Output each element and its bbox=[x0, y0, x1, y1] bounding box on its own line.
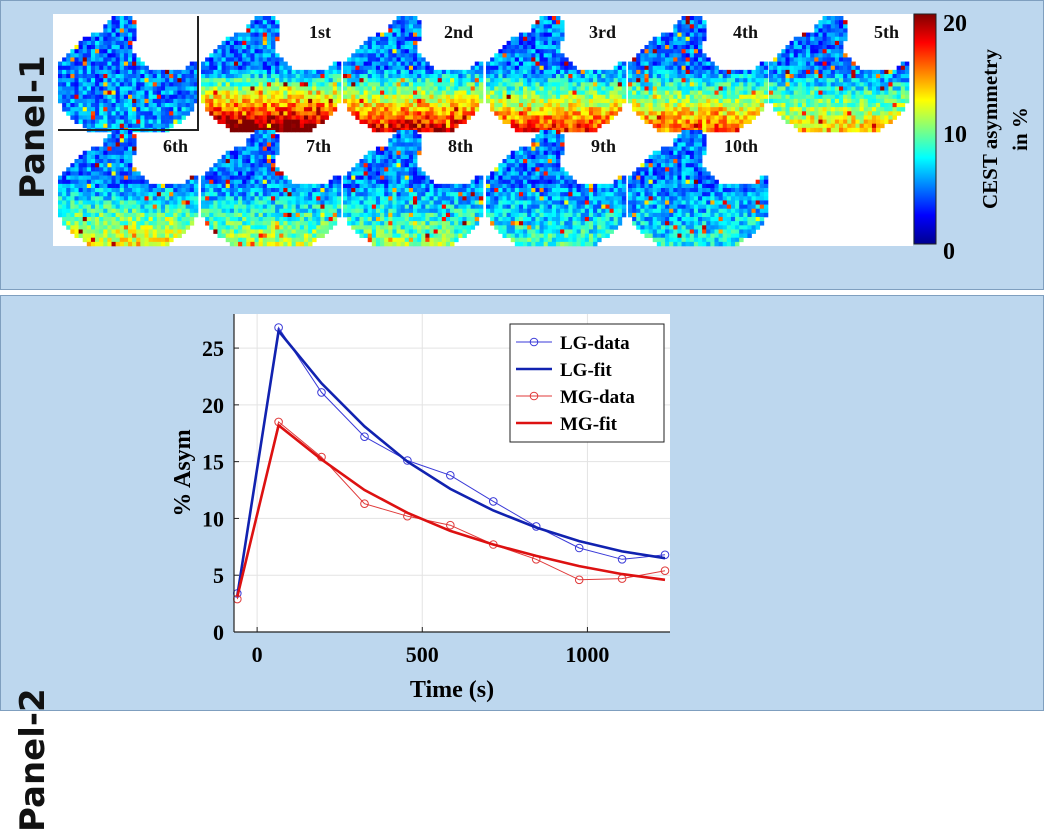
asymmetry-chart: 0 500 1000 0 5 10 15 20 25 % Asym Time (s) LG-da… bbox=[0, 0, 1044, 711]
legend-label-mg-data: MG-data bbox=[560, 387, 635, 408]
legend-label-lg-fit: LG-fit bbox=[560, 360, 612, 381]
y-tick-label: 25 bbox=[202, 336, 224, 361]
y-axis-label: % Asym bbox=[170, 429, 196, 516]
x-axis-label: Time (s) bbox=[410, 677, 494, 703]
y-tick-label: 15 bbox=[202, 450, 224, 475]
legend-label-lg-data: LG-data bbox=[560, 333, 630, 354]
x-tick-label: 500 bbox=[406, 642, 439, 667]
legend-label-mg-fit: MG-fit bbox=[560, 414, 618, 435]
y-tick-label: 5 bbox=[213, 563, 224, 588]
x-tick-label: 0 bbox=[252, 642, 263, 667]
panel-2-label: Panel-2 bbox=[13, 692, 53, 832]
y-tick-label: 20 bbox=[202, 393, 224, 418]
x-tick-label: 1000 bbox=[565, 642, 609, 667]
y-tick-label: 0 bbox=[213, 620, 224, 645]
y-tick-label: 10 bbox=[202, 506, 224, 531]
